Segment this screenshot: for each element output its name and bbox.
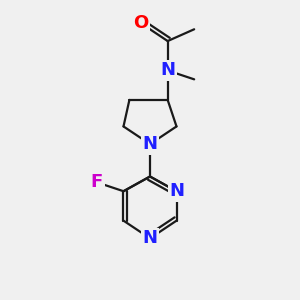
Text: N: N bbox=[169, 182, 184, 200]
Text: N: N bbox=[142, 135, 158, 153]
Text: O: O bbox=[134, 14, 149, 32]
Text: F: F bbox=[91, 173, 103, 191]
Text: N: N bbox=[142, 229, 158, 247]
Text: N: N bbox=[160, 61, 175, 80]
